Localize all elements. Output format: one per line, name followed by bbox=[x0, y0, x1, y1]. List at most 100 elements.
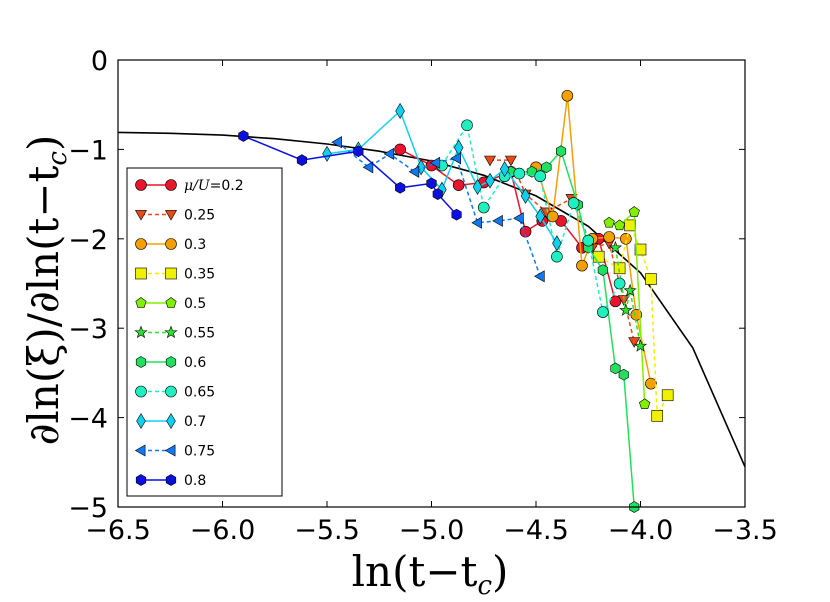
x-tick-label: −4.5 bbox=[503, 515, 569, 546]
series-0-75-point-4 bbox=[429, 156, 441, 169]
legend-0-75-point-1 bbox=[164, 444, 176, 457]
series-0-5-point-3 bbox=[639, 398, 651, 409]
series-0-65-line bbox=[441, 123, 621, 315]
series-0-5-point-1 bbox=[614, 219, 626, 231]
series-0-75-point-1 bbox=[362, 161, 374, 174]
series-0-75-point-6 bbox=[471, 216, 482, 229]
legend-box bbox=[126, 167, 283, 497]
series-0-65-point-6 bbox=[551, 250, 563, 263]
legend-0-55-point-1 bbox=[164, 325, 178, 339]
series-0-25-point-8 bbox=[628, 337, 641, 348]
legend-0-8-point-1 bbox=[165, 474, 177, 486]
legend-0-3-label: 0.3 bbox=[184, 237, 206, 253]
series-0-75-point-2 bbox=[383, 147, 395, 160]
series-U0-2-point-0 bbox=[394, 143, 406, 156]
series-0-55-point-2 bbox=[623, 283, 637, 297]
y-tick-label: −4 bbox=[68, 404, 108, 435]
legend-0-35-point-0 bbox=[135, 267, 147, 280]
legend-0-25-point-1 bbox=[164, 210, 178, 221]
legend-0-8-point-0 bbox=[135, 474, 147, 486]
series-0-3-point-1 bbox=[546, 210, 559, 223]
legend-0-65-point-0 bbox=[135, 385, 147, 398]
series-0-25-point-0 bbox=[483, 155, 497, 167]
series-0-3-point-8 bbox=[645, 377, 657, 390]
series-0-6-point-1 bbox=[526, 165, 537, 178]
legend-0-3-point-0 bbox=[135, 238, 147, 250]
series-0-35-point-3 bbox=[634, 243, 647, 256]
y-tick-label: −5 bbox=[68, 493, 108, 524]
series-0-8-point-1 bbox=[296, 154, 308, 166]
series-0-25-point-1 bbox=[504, 155, 517, 167]
series-0-7-point-10 bbox=[535, 208, 545, 225]
legend-0-35-label: 0.35 bbox=[184, 267, 215, 283]
legend-0-5-label: 0.5 bbox=[184, 296, 206, 312]
series-0-7-point-6 bbox=[472, 178, 483, 195]
series-0-7-point-2 bbox=[395, 102, 405, 119]
series-0-8-point-2 bbox=[353, 145, 364, 158]
legend-0-7-point-1 bbox=[166, 413, 176, 429]
series-0-65-point-1 bbox=[461, 119, 473, 132]
series-0-65-point-5 bbox=[534, 170, 546, 183]
series-0-7-point-9 bbox=[520, 187, 531, 204]
series-0-35 bbox=[592, 219, 674, 422]
y-tick-label: 0 bbox=[91, 46, 108, 77]
series-0-75-point-7 bbox=[492, 214, 503, 227]
legend-U0-2-label: μ/U=0.2 bbox=[184, 178, 244, 194]
series-0-8-point-0 bbox=[238, 130, 249, 142]
series-0-7-point-7 bbox=[485, 172, 495, 189]
legend-0-6-point-0 bbox=[135, 356, 147, 368]
series-0-65-point-2 bbox=[477, 201, 490, 214]
x-tick-label: −3.5 bbox=[712, 515, 778, 546]
series-0-65 bbox=[436, 119, 626, 318]
series-0-35-point-5 bbox=[651, 410, 664, 422]
series-0-8-point-5 bbox=[432, 188, 443, 200]
series-0-5-point-0 bbox=[603, 216, 615, 228]
series-0-55-point-3 bbox=[633, 339, 648, 352]
series-0-6-point-2 bbox=[541, 161, 552, 174]
legend-0-7-point-0 bbox=[136, 413, 146, 429]
legend-0-6-point-1 bbox=[165, 356, 177, 368]
series-0-8-point-6 bbox=[451, 208, 462, 221]
legend-0-25-label: 0.25 bbox=[184, 208, 215, 224]
legend-0-65-label: 0.65 bbox=[184, 385, 215, 401]
y-tick-label: −1 bbox=[68, 135, 108, 166]
series-0-35-point-0 bbox=[592, 250, 605, 263]
series-0-75-point-0 bbox=[331, 136, 342, 149]
x-tick-label: −5.0 bbox=[399, 515, 465, 546]
legend-0-65-point-1 bbox=[165, 385, 177, 398]
series-0-8-point-3 bbox=[395, 181, 406, 194]
series-0-5-point-2 bbox=[628, 206, 640, 217]
legend-0-3-point-1 bbox=[165, 238, 177, 250]
series-0-6-point-8 bbox=[618, 368, 629, 381]
series-0-65-point-9 bbox=[597, 306, 609, 318]
series-0-65-point-7 bbox=[567, 197, 580, 209]
series-0-35-point-2 bbox=[624, 219, 636, 232]
series-0-75-point-3 bbox=[408, 165, 420, 178]
x-tick-label: −5.5 bbox=[294, 515, 360, 546]
legend-0-7-label: 0.7 bbox=[184, 414, 206, 430]
series-0-3-point-5 bbox=[603, 231, 615, 243]
series-0-8-point-4 bbox=[426, 177, 437, 190]
legend-0-75-point-0 bbox=[134, 444, 146, 457]
series-0-75 bbox=[331, 136, 545, 283]
legend-0-5-point-0 bbox=[135, 297, 147, 308]
series-0-7 bbox=[322, 102, 562, 252]
series-0-65-point-8 bbox=[582, 234, 595, 247]
series-0-55-point-0 bbox=[608, 240, 623, 254]
series-0-3-point-2 bbox=[561, 89, 574, 102]
series-0-75-point-8 bbox=[513, 212, 524, 225]
series-U0-2-point-2 bbox=[452, 179, 465, 191]
legend-0-25-point-0 bbox=[134, 210, 148, 221]
legend-U0-2-point-1 bbox=[165, 179, 177, 191]
y-axis-label: ∂ln(ξ)/∂ln(t−tc) bbox=[19, 135, 73, 446]
series-0-35-point-4 bbox=[645, 273, 657, 285]
legend-0-55-label: 0.55 bbox=[184, 326, 215, 342]
legend-0-55-point-0 bbox=[134, 325, 148, 339]
series-0-75-line bbox=[336, 141, 541, 277]
series-0-65-point-10 bbox=[613, 277, 626, 290]
series-0-3-point-6 bbox=[620, 233, 632, 245]
y-tick-label: −2 bbox=[68, 225, 108, 256]
x-tick-label: −4.0 bbox=[608, 515, 674, 546]
series-0-3-point-3 bbox=[576, 259, 588, 272]
